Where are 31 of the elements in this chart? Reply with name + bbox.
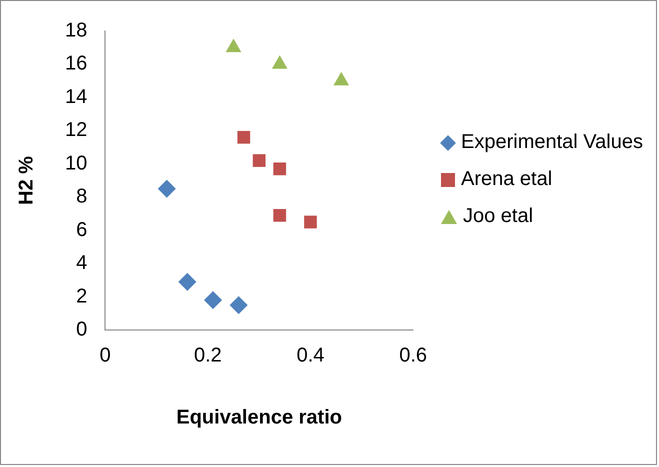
y-tick-label: 6: [76, 218, 88, 241]
y-tick-label: 10: [64, 152, 88, 174]
point: [178, 272, 196, 291]
point: [230, 296, 248, 314]
y-tick-label: 18: [64, 20, 88, 42]
y-tick-label: 0: [76, 318, 88, 341]
legend-label: Experimental Values: [461, 131, 643, 154]
point: [158, 180, 176, 198]
x-tick-label: 0.6: [399, 344, 428, 367]
point: [333, 72, 350, 86]
y-tick-label: 16: [64, 52, 88, 75]
point: [204, 291, 222, 310]
point: [272, 55, 288, 69]
y-tick-label: 2: [76, 285, 88, 308]
x-axis-title: Equivalence ratio: [176, 406, 342, 429]
y-tick-label: 4: [76, 252, 88, 274]
point: [252, 154, 266, 167]
point: [273, 162, 286, 176]
x-tick-label: 0.4: [296, 344, 324, 367]
x-tick-label: 0.2: [194, 344, 222, 367]
legend-label: Arena etal: [461, 168, 552, 191]
y-tick-label: 8: [76, 186, 88, 208]
point: [273, 209, 286, 222]
point: [226, 38, 242, 52]
legend-label: Joo etal: [463, 205, 534, 228]
point: [304, 216, 317, 228]
y-tick-label: 14: [64, 86, 88, 108]
point: [237, 130, 250, 144]
x-tick-label: 0: [100, 344, 111, 367]
y-tick-label: 12: [64, 119, 88, 142]
y-axis-title: H2 %: [16, 156, 38, 205]
